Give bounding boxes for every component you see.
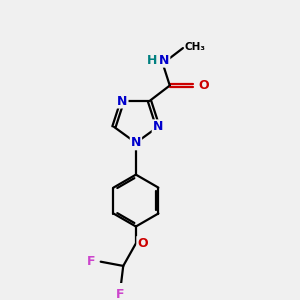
Text: N: N [117,94,128,107]
Text: F: F [116,288,125,300]
Text: CH₃: CH₃ [184,42,206,52]
Text: O: O [198,79,208,92]
Text: H: H [147,54,157,67]
Text: N: N [159,54,169,67]
Text: F: F [87,255,96,268]
Text: N: N [153,120,163,133]
Text: N: N [131,136,141,149]
Text: O: O [137,237,148,250]
